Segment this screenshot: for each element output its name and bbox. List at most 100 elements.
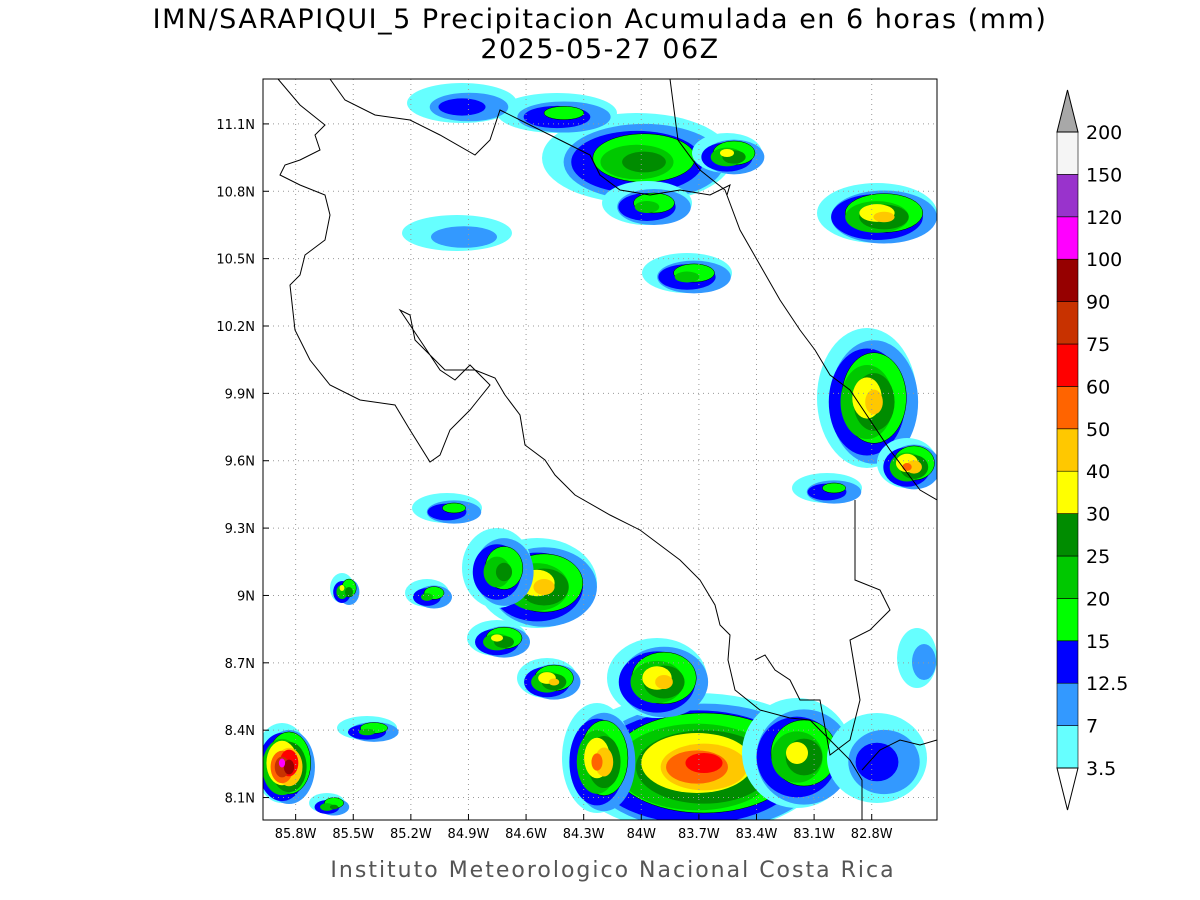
grid: 85.8W 85.5W 85.2W 84.9W 84.6W 84.3W 84W 83.7W 83… [216,79,937,842]
colorbar-label: 75 [1086,334,1110,356]
colorbar-label: 120 [1086,207,1122,229]
lon-tick-label: 84.9W [448,827,490,842]
colorbar-label: 50 [1086,419,1110,441]
precip-contour [906,460,922,474]
precip-contour [855,742,899,782]
colorbar-label: 40 [1086,461,1110,483]
precip-contour [358,728,376,736]
lat-tick-label: 9.6N [225,455,255,470]
precip-contour [431,226,497,248]
colorbar-segment [1056,682,1079,726]
lat-tick-label: 8.7N [225,657,255,672]
colorbar-label: 60 [1086,376,1110,398]
precip-contour [865,389,883,415]
lon-tick-label: 83.7W [678,827,720,842]
caribbean-coast [669,79,937,501]
border-south [754,500,891,756]
colorbar: 3.5 7 12.5 15 20 25 30 40 50 60 75 90 100 120 150 200 [1056,89,1128,811]
precip-contour [278,758,286,768]
lat-tick-label: 10.8N [216,185,255,200]
precip-contour [548,678,560,686]
precip-contour [634,201,660,213]
colorbar-segment [1056,216,1079,260]
colorbar-label: 150 [1086,164,1122,186]
precip-contour [329,804,339,810]
colorbar-segment [1056,640,1079,684]
lon-tick-label: 83.4W [736,827,778,842]
precip-contour [873,211,895,223]
precip-contour [622,151,666,173]
colorbar-under [1056,767,1079,811]
lon-tick-label: 84W [627,827,657,842]
colorbar-segment [1056,131,1079,175]
map-title: IMN/SARAPIQUI_5 Precipitacion Acumulada … [153,4,1048,35]
precip-contour [685,753,723,773]
precip-contour [655,674,673,690]
map-frame [262,78,938,821]
precip-contour [533,579,555,595]
colorbar-label: 90 [1086,292,1110,314]
precip-contour [822,482,846,494]
colorbar-segment [1056,258,1079,302]
colorbar-segment [1056,725,1079,769]
colorbar-segment [1056,386,1079,430]
colorbar-label: 15 [1086,631,1110,653]
lat-tick-label: 9.3N [225,522,255,537]
colorbar-segment [1056,301,1079,345]
colorbar-label: 100 [1086,249,1122,271]
precip-contour [543,106,585,120]
precip-contour [283,759,295,775]
lat-tick-label: 8.4N [225,724,255,739]
lon-tick-label: 84.6W [505,827,547,842]
precip-contour [591,753,603,771]
colorbar-label: 20 [1086,588,1110,610]
lon-tick-label: 84.3W [563,827,605,842]
lat-tick-label: 10.2N [216,320,255,335]
precip-contour [442,502,466,514]
colorbar-segment [1056,174,1079,218]
precip-contour [345,587,353,597]
colorbar-label: 30 [1086,504,1110,526]
precip-contour [674,271,700,283]
lat-tick-label: 10.5N [216,253,255,268]
precip-contour [320,803,334,811]
colorbar-label: 200 [1086,122,1122,144]
colorbar-label: 12.5 [1086,673,1128,695]
panama-coast [861,739,937,771]
lon-tick-label: 83.1W [793,827,835,842]
colorbar-label: 7 [1086,716,1098,738]
colorbar-segment [1056,428,1079,472]
precip-contour [339,585,345,591]
precip-contour [495,562,513,582]
colorbar-segment [1056,513,1079,557]
precip-contour [491,634,503,642]
lat-tick-label: 11.1N [216,118,255,133]
precip-contour [786,742,808,764]
colorbar-label: 3.5 [1086,758,1116,780]
colorbar-segment [1056,343,1079,387]
precip-contour [421,593,433,601]
colorbar-label: 25 [1086,546,1110,568]
precip-contour [438,98,486,116]
lat-tick-label: 9.9N [225,387,255,402]
lon-tick-label: 85.5W [332,827,374,842]
precip-contour [902,463,912,471]
lat-tick-label: 8.1N [225,792,255,807]
pacific-coast [277,79,863,820]
border [329,79,731,196]
colorbar-segment [1056,598,1079,642]
map-subtitle: 2025-05-27 06Z [480,34,719,65]
precip-contour [336,585,348,599]
lon-tick-label: 82.8W [851,827,893,842]
colorbar-over [1056,89,1079,133]
precip-contour [912,644,936,680]
lat-tick-label: 9N [237,589,255,604]
colorbar-segment [1056,470,1079,514]
coastline [277,79,937,820]
colorbar-segment [1056,555,1079,599]
footer: Instituto Meteorologico Nacional Costa R… [330,858,895,883]
precip-contour [720,149,734,157]
lon-tick-label: 85.2W [390,827,432,842]
lon-tick-label: 85.8W [275,827,317,842]
